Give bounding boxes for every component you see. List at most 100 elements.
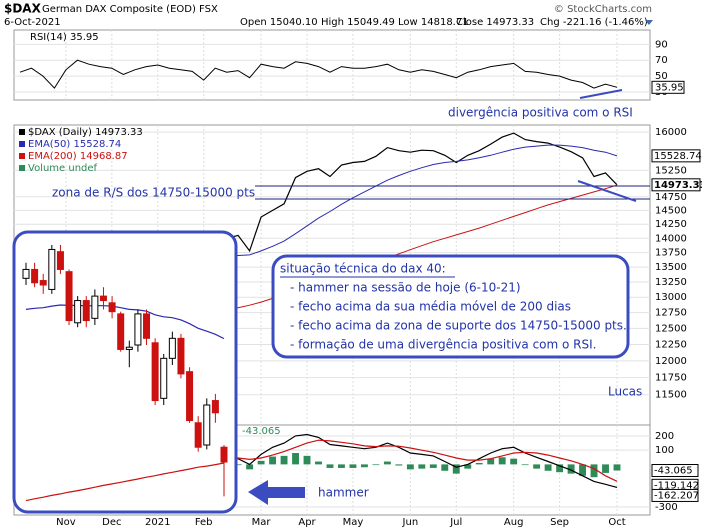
note-line: - hammer na sessão de hoje (6-10-21) — [290, 281, 521, 295]
histogram-bar — [406, 464, 414, 470]
x-tick-label: May — [343, 517, 364, 528]
y-tick-label: 14750 — [655, 192, 687, 203]
candle-body — [177, 337, 185, 375]
legend-swatch — [19, 153, 25, 159]
value-tag-bg — [651, 178, 701, 192]
y-tick-label: 100 — [655, 445, 674, 456]
y-tick-label: 14250 — [655, 219, 687, 230]
legend-name: EMA(50) — [28, 139, 70, 150]
note-line: - fecho acima da zona de suporte dos 147… — [290, 319, 627, 333]
x-tick-label: 2021 — [145, 517, 170, 528]
security-name: German DAX Composite (EOD) FSX — [42, 4, 218, 15]
legend-entry: EMA(50) 15528.74 — [28, 139, 121, 150]
histogram-bar — [246, 464, 254, 470]
price-value-tag: 14973.33 — [654, 180, 702, 191]
histogram-bar — [487, 458, 495, 465]
histogram-bar — [372, 464, 380, 466]
open: Open 15040.10 — [240, 17, 318, 28]
y-tick-label: 12500 — [655, 323, 687, 334]
y-tick-label: 11750 — [655, 373, 687, 384]
rsi-line — [19, 59, 618, 89]
y-tick-label: 90 — [655, 39, 668, 50]
note-lines: - hammer na sessão de hoje (6-10-21) - fe… — [290, 281, 627, 352]
candle-body — [143, 313, 151, 339]
candle-body — [151, 342, 159, 402]
value-tag-bg — [651, 149, 701, 163]
y-tick-label: 15250 — [655, 165, 687, 176]
legend-entry: $DAX (Daily) 14973.33 — [28, 127, 143, 138]
candle-body — [134, 313, 142, 346]
y-tick-label: 12250 — [655, 339, 687, 350]
y-tick-label: 11500 — [655, 390, 687, 401]
candle-body — [168, 337, 176, 359]
y-tick-label: 13250 — [655, 277, 687, 288]
candle-body — [31, 268, 39, 284]
candle-body — [74, 300, 82, 324]
legend-value: 15528.74 — [74, 139, 122, 150]
histogram-bar — [338, 464, 345, 468]
x-tick-label: Mar — [252, 517, 272, 528]
histogram-bar — [315, 461, 322, 465]
candle-body — [22, 268, 30, 279]
x-tick-label: Sep — [550, 517, 569, 528]
legend-swatch — [19, 165, 25, 171]
histogram-bar — [464, 464, 472, 469]
rsi-label: RSI(14) 35.95 — [30, 32, 99, 43]
legend-entry: Volume undef — [28, 163, 98, 174]
x-tick-label: Jul — [449, 517, 462, 528]
candle-body — [65, 271, 73, 322]
legend-entry: EMA(200) 14968.87 — [28, 151, 128, 162]
legend-name: $DAX (Daily) — [28, 127, 92, 138]
y-tick-label: 12750 — [655, 308, 687, 319]
candle-body — [91, 295, 99, 319]
candle-body — [203, 404, 211, 446]
x-tick-label: Apr — [298, 517, 316, 528]
legend-swatch — [19, 129, 25, 135]
legend-value: 14973.33 — [95, 127, 143, 138]
histogram-bar — [533, 464, 541, 469]
candle-body — [125, 346, 133, 350]
y-tick-label: 13500 — [655, 262, 687, 273]
annotation: zona de R/S dos 14750-15000 pts — [52, 186, 255, 200]
histogram-bar — [475, 462, 483, 465]
symbol: $DAX — [4, 2, 42, 16]
inset-line — [25, 304, 225, 340]
y-tick-label: 50 — [655, 71, 668, 82]
note-line: - fecho acima da sua média móvel de 200 … — [290, 300, 571, 314]
histogram-bar — [280, 455, 288, 465]
x-tick-label: Dec — [102, 517, 121, 528]
y-tick-label: 16000 — [655, 127, 687, 138]
menu-arrow[interactable] — [645, 20, 653, 25]
histogram-bar — [292, 453, 299, 465]
low: Low 14818.71 — [398, 17, 469, 28]
histogram-bar — [395, 464, 403, 466]
x-tick-label: Jun — [402, 517, 419, 528]
histogram-bar — [326, 464, 334, 468]
value-tag-bg — [651, 80, 685, 94]
rsi-frame — [13, 29, 651, 101]
macd-value-tag: -119.142 — [654, 480, 699, 491]
y-tick-label: 70 — [655, 55, 668, 66]
macd-value-tag: -162.207 — [654, 490, 699, 501]
y-tick-label: 14000 — [655, 233, 687, 244]
histogram-bar — [441, 464, 449, 471]
histogram-bar — [383, 461, 391, 465]
candle-body — [48, 248, 56, 290]
histogram-bar — [556, 464, 564, 473]
inset-line — [25, 462, 225, 502]
high: High 15049.49 — [321, 17, 395, 28]
date: 6-Oct-2021 — [4, 17, 61, 28]
histogram-bar — [360, 464, 368, 468]
value-tag-bg — [651, 464, 699, 478]
annotation: hammer — [318, 486, 369, 500]
histogram-bar — [521, 464, 529, 466]
source: © StockCharts.com — [554, 4, 652, 15]
note-line: - formação de uma divergência positiva c… — [290, 338, 597, 352]
x-tick-label: Nov — [56, 517, 76, 528]
histogram-bar — [234, 464, 242, 466]
candle-body — [220, 446, 228, 463]
inset-chart — [22, 245, 228, 502]
histogram-bar — [257, 460, 265, 465]
annotation: divergência positiva com o RSI — [448, 106, 633, 120]
divergence-line — [577, 180, 637, 202]
